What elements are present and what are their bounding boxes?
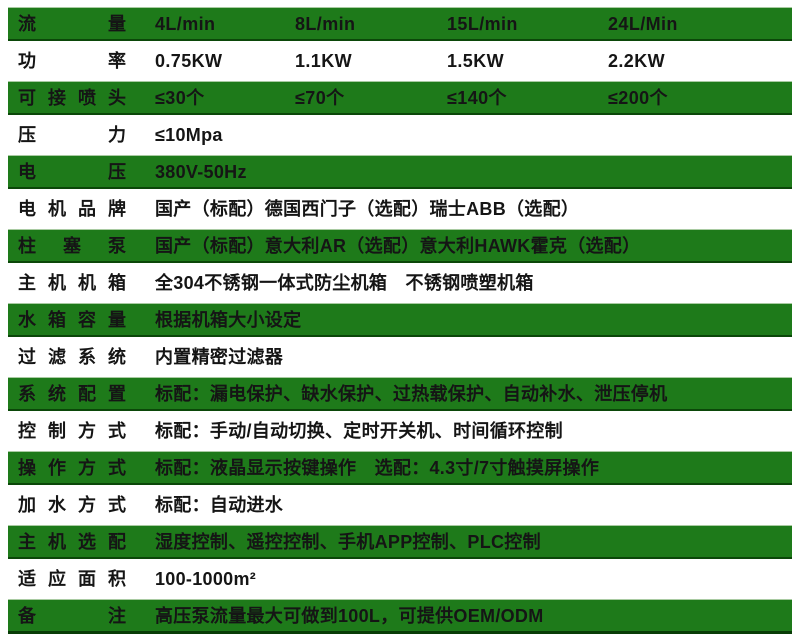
spec-label: 电机品牌 (18, 199, 126, 219)
spec-value: 2.2KW (608, 51, 666, 71)
spec-value: 国产（标配）意大利AR（选配）意大利HAWK霍克（选配） (155, 235, 641, 256)
spec-label: 功率 (18, 51, 126, 71)
spec-label: 加水方式 (18, 495, 126, 515)
spec-row-voltage: 电压 380V-50Hz (8, 155, 792, 189)
spec-label: 备注 (18, 605, 126, 626)
spec-value: 0.75KW (155, 51, 223, 71)
spec-value: 全304不锈钢一体式防尘机箱 不锈钢喷塑机箱 (155, 273, 534, 293)
spec-label: 过滤系统 (18, 347, 126, 367)
spec-value: 15L/min (447, 13, 518, 34)
spec-row-tank-capacity: 水箱容量 根据机箱大小设定 (8, 303, 792, 337)
spec-row-control-mode: 控制方式 标配：手动/自动切换、定时开关机、时间循环控制 (8, 414, 792, 448)
spec-label: 可接喷头 (18, 87, 126, 108)
spec-label: 柱塞泵 (18, 235, 126, 256)
spec-row-water-filling: 加水方式 标配：自动进水 (8, 488, 792, 522)
spec-value: 高压泵流量最大可做到100L，可提供OEM/ODM (155, 605, 544, 626)
spec-value: ≤10Mpa (155, 125, 223, 145)
spec-value: 标配：液晶显示按键操作 选配：4.3寸/7寸触摸屏操作 (155, 457, 600, 478)
spec-label: 主机机箱 (18, 273, 126, 293)
spec-label: 流量 (18, 13, 126, 34)
spec-label: 主机选配 (18, 531, 126, 552)
spec-value: ≤70个 (295, 87, 345, 108)
spec-row-flow: 流量 4L/min 8L/min 15L/min 24L/Min (8, 7, 792, 41)
spec-value: 1.5KW (447, 51, 505, 71)
spec-value: 标配：手动/自动切换、定时开关机、时间循环控制 (155, 421, 563, 441)
spec-value: ≤200个 (608, 87, 668, 108)
spec-label: 水箱容量 (18, 309, 126, 330)
spec-value: ≤140个 (447, 87, 507, 108)
spec-value: 1.1KW (295, 51, 353, 71)
spec-row-motor-brand: 电机品牌 国产（标配）德国西门子（选配）瑞士ABB（选配） (8, 192, 792, 226)
spec-row-filter-system: 过滤系统 内置精密过滤器 (8, 340, 792, 374)
spec-label: 操作方式 (18, 457, 126, 478)
spec-label: 适应面积 (18, 569, 126, 589)
spec-value: 380V-50Hz (155, 161, 247, 182)
spec-label: 控制方式 (18, 421, 126, 441)
spec-value: ≤30个 (155, 87, 205, 108)
spec-row-operation-mode: 操作方式 标配：液晶显示按键操作 选配：4.3寸/7寸触摸屏操作 (8, 451, 792, 485)
spec-row-coverage-area: 适应面积 100-1000m² (8, 562, 792, 596)
spec-value: 湿度控制、遥控控制、手机APP控制、PLC控制 (155, 531, 541, 552)
spec-value: 内置精密过滤器 (155, 347, 284, 367)
spec-row-remarks: 备注 高压泵流量最大可做到100L，可提供OEM/ODM (8, 599, 792, 634)
spec-value: 24L/Min (608, 13, 678, 34)
spec-row-nozzles: 可接喷头 ≤30个 ≤70个 ≤140个 ≤200个 (8, 81, 792, 115)
spec-row-chassis: 主机机箱 全304不锈钢一体式防尘机箱 不锈钢喷塑机箱 (8, 266, 792, 300)
spec-label: 电压 (18, 161, 126, 182)
spec-value: 根据机箱大小设定 (155, 309, 302, 330)
spec-row-power: 功率 0.75KW 1.1KW 1.5KW 2.2KW (8, 44, 792, 78)
spec-row-system-config: 系统配置 标配：漏电保护、缺水保护、过热载保护、自动补水、泄压停机 (8, 377, 792, 411)
spec-row-pressure: 压力 ≤10Mpa (8, 118, 792, 152)
spec-label: 压力 (18, 125, 126, 145)
spec-value: 标配：自动进水 (155, 495, 284, 515)
spec-value: 4L/min (155, 13, 216, 34)
spec-value: 100-1000m² (155, 569, 257, 589)
spec-value: 国产（标配）德国西门子（选配）瑞士ABB（选配） (155, 199, 580, 219)
spec-row-host-options: 主机选配 湿度控制、遥控控制、手机APP控制、PLC控制 (8, 525, 792, 559)
spec-row-plunger-pump: 柱塞泵 国产（标配）意大利AR（选配）意大利HAWK霍克（选配） (8, 229, 792, 263)
spec-value: 8L/min (295, 13, 356, 34)
spec-value: 标配：漏电保护、缺水保护、过热载保护、自动补水、泄压停机 (155, 383, 668, 404)
spec-label: 系统配置 (18, 383, 126, 404)
